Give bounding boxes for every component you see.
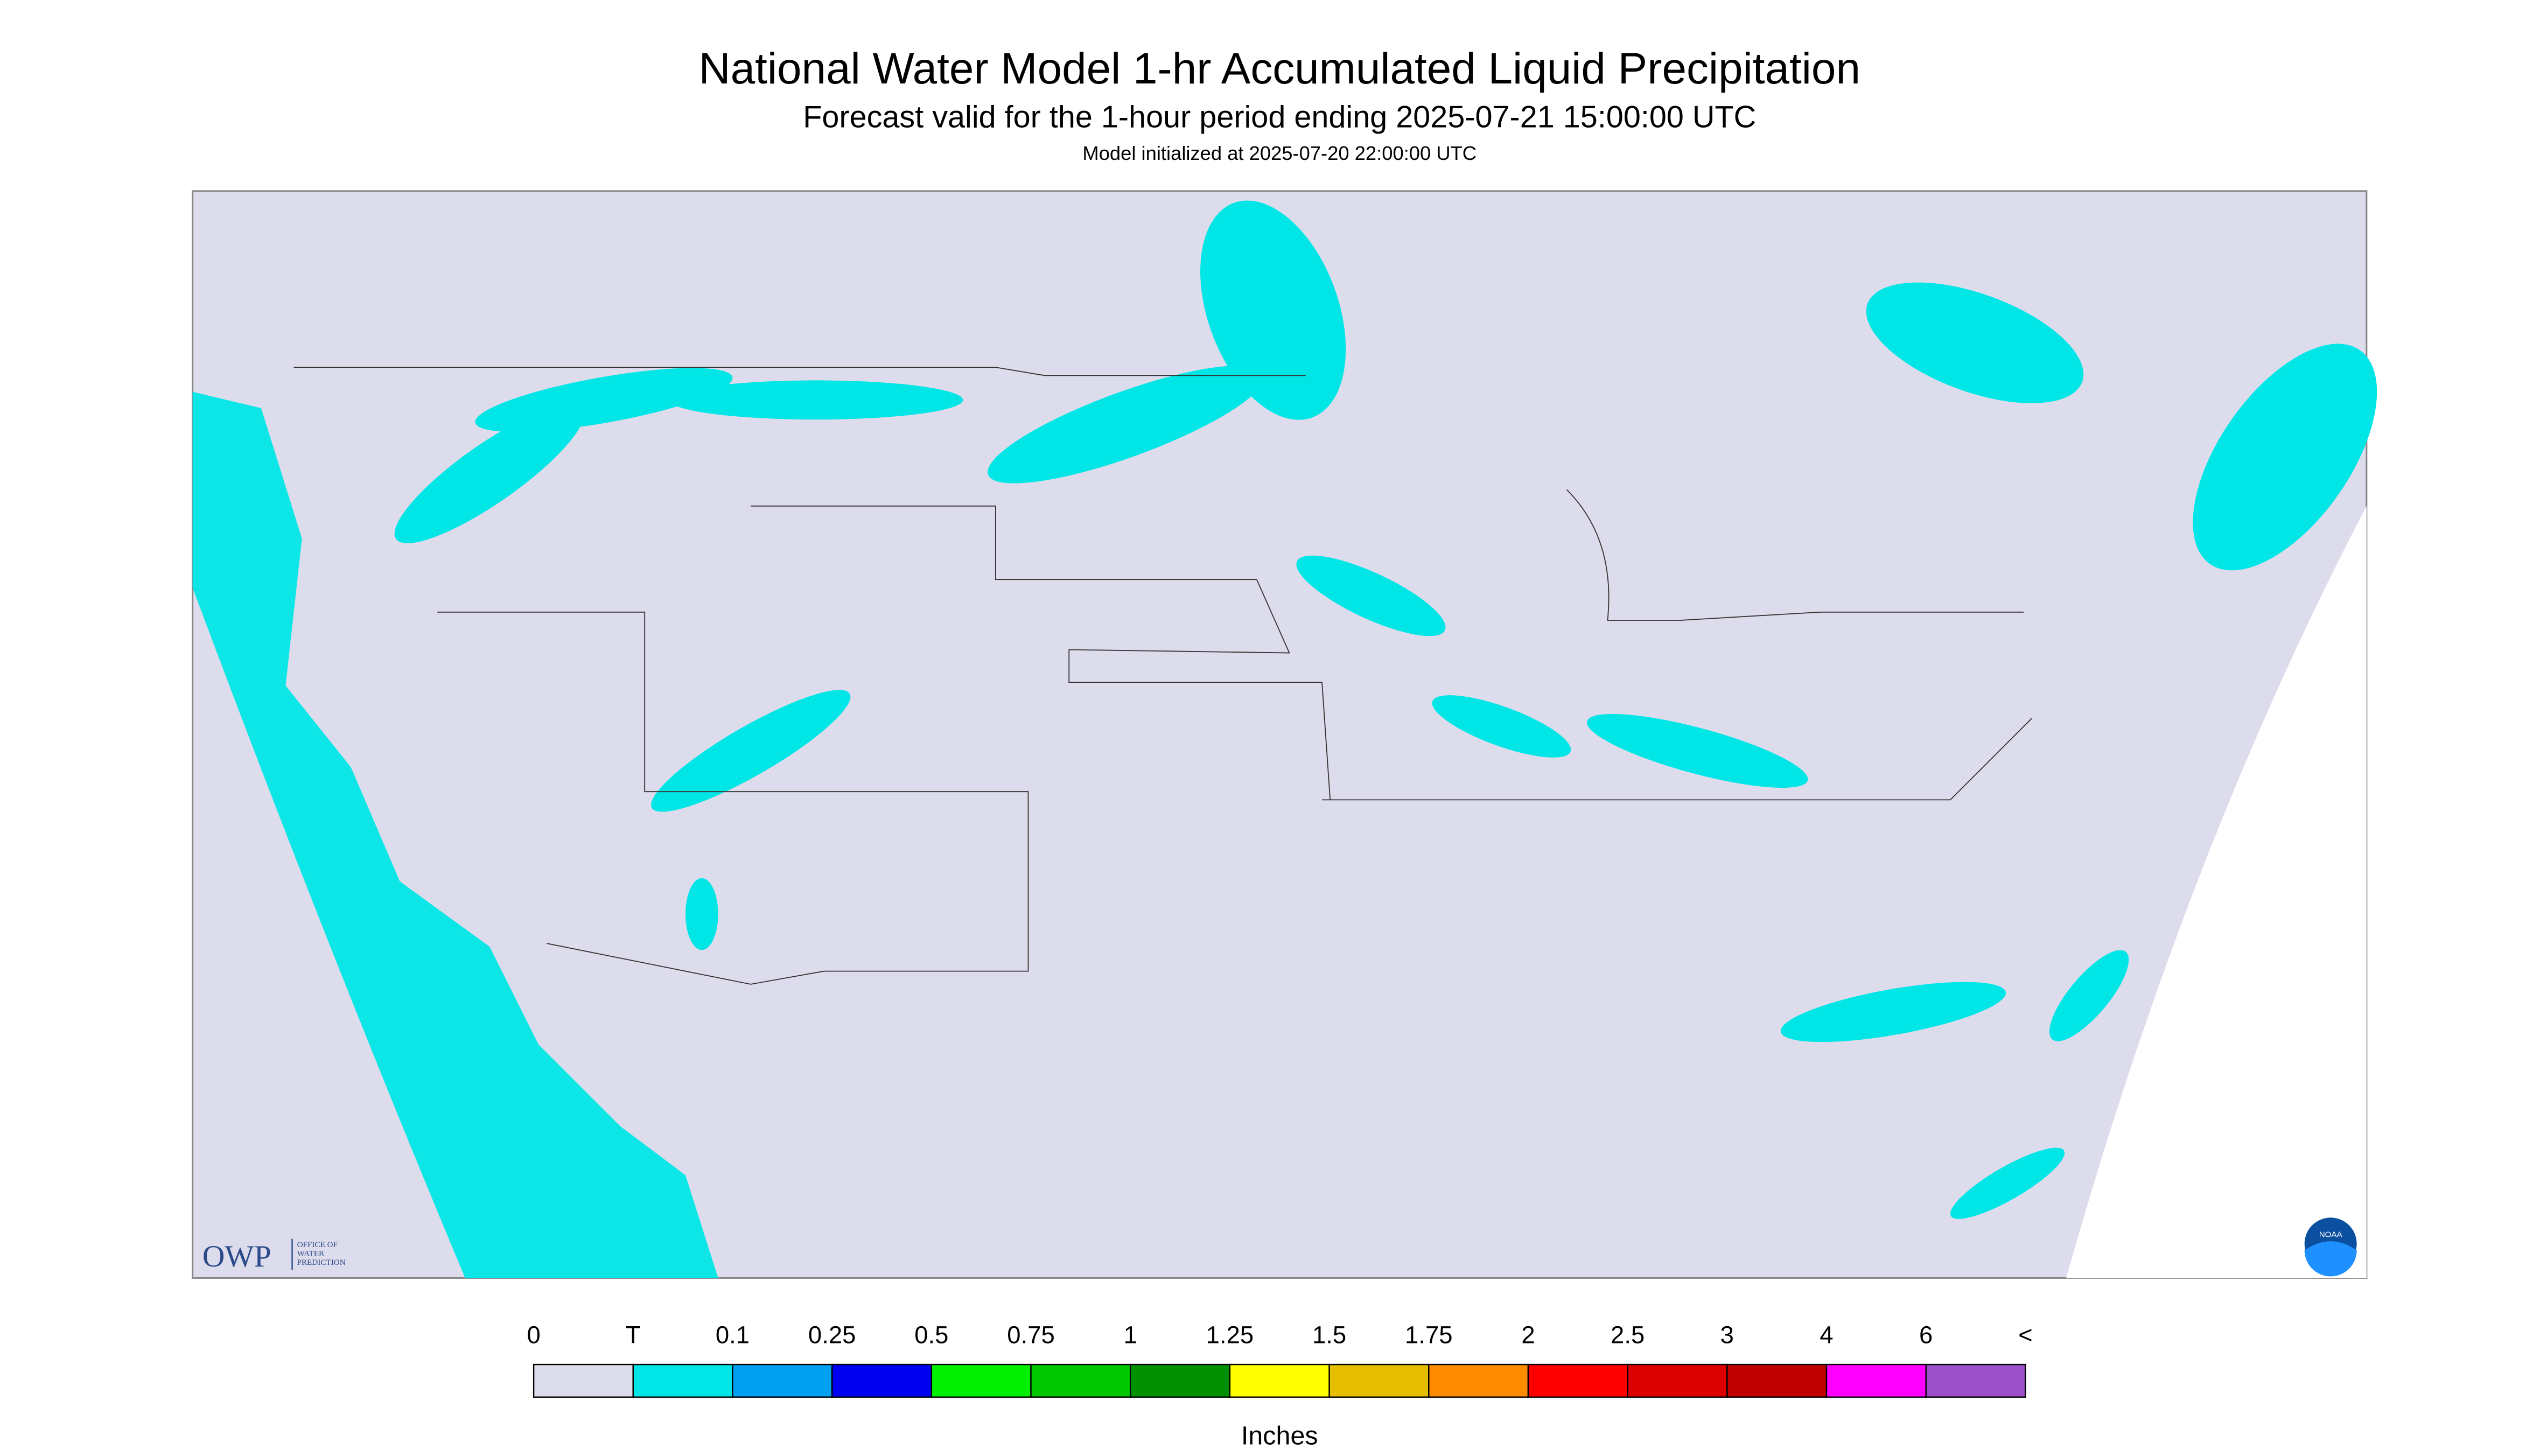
legend-label: T	[626, 1321, 641, 1349]
init-time: Model initialized at 2025-07-20 22:00:00…	[1082, 142, 1477, 164]
owp-logo-subtext: PREDICTION	[297, 1258, 346, 1267]
precip-cells	[394, 200, 2377, 1219]
noaa-text: NOAA	[2319, 1230, 2343, 1240]
outside-domain	[2066, 506, 2367, 1278]
legend-unit: Inches	[1241, 1422, 1318, 1451]
legend-swatch	[1527, 1363, 1628, 1398]
legend-swatch	[1328, 1363, 1430, 1398]
legend-label: 1	[1124, 1321, 1137, 1349]
legend: 0 T 0.1 0.25 0.5 0.75 1 1.25 1.5 1.75 2 2.5 3 4 6 <	[527, 1321, 2033, 1398]
owp-logo-text: OWP	[202, 1240, 271, 1273]
noaa-logo: NOAA	[2304, 1217, 2357, 1277]
legend-swatch	[831, 1363, 933, 1398]
legend-swatch	[1229, 1363, 1330, 1398]
legend-label: 0.5	[914, 1321, 948, 1349]
legend-label: 0.75	[1007, 1321, 1054, 1349]
owp-logo-subtext: WATER	[297, 1249, 325, 1258]
title: National Water Model 1-hr Accumulated Li…	[699, 44, 1860, 93]
legend-label: 3	[1720, 1321, 1734, 1349]
legend-swatch	[930, 1363, 1032, 1398]
precip-area	[192, 391, 718, 1278]
legend-label: 1.75	[1405, 1321, 1452, 1349]
legend-label: 0.1	[716, 1321, 750, 1349]
legend-label: 2.5	[1611, 1321, 1645, 1349]
legend-swatch	[1428, 1363, 1529, 1398]
legend-label: 0	[527, 1321, 540, 1349]
legend-swatch	[632, 1363, 733, 1398]
owp-logo-subtext: OFFICE OF	[297, 1240, 338, 1249]
legend-label: 1.5	[1312, 1321, 1346, 1349]
legend-swatch	[1627, 1363, 1728, 1398]
legend-swatch	[732, 1363, 833, 1398]
legend-swatch	[1825, 1363, 1927, 1398]
legend-swatch	[533, 1363, 634, 1398]
legend-label: 6	[1919, 1321, 1933, 1349]
legend-swatch	[1726, 1363, 1828, 1398]
legend-swatch	[1130, 1363, 1231, 1398]
legend-label: 4	[1820, 1321, 1833, 1349]
legend-label: 2	[1521, 1321, 1535, 1349]
map	[192, 190, 2377, 1279]
legend-swatch	[1030, 1363, 1131, 1398]
legend-label: 0.25	[808, 1321, 856, 1349]
subtitle: Forecast valid for the 1-hour period end…	[803, 100, 1756, 135]
borders	[293, 367, 2033, 985]
legend-label: <	[2018, 1321, 2033, 1349]
legend-label: 1.25	[1206, 1321, 1254, 1349]
legend-swatch	[1925, 1363, 2026, 1398]
noaa-wave	[2304, 1241, 2357, 1277]
